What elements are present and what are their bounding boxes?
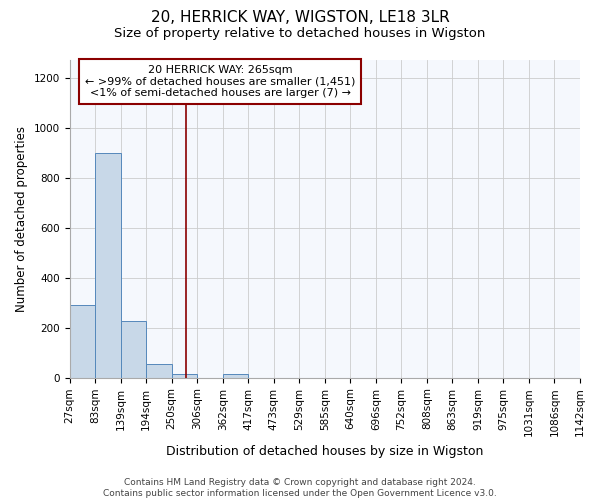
Text: Contains HM Land Registry data © Crown copyright and database right 2024.
Contai: Contains HM Land Registry data © Crown c… [103,478,497,498]
Y-axis label: Number of detached properties: Number of detached properties [15,126,28,312]
Bar [223,374,248,378]
X-axis label: Distribution of detached houses by size in Wigston: Distribution of detached houses by size … [166,444,484,458]
Bar [121,322,146,378]
Text: Size of property relative to detached houses in Wigston: Size of property relative to detached ho… [115,28,485,40]
Bar [172,374,197,378]
Bar [95,152,121,378]
Text: 20, HERRICK WAY, WIGSTON, LE18 3LR: 20, HERRICK WAY, WIGSTON, LE18 3LR [151,10,449,25]
Bar [146,364,172,378]
Bar [70,305,95,378]
Text: 20 HERRICK WAY: 265sqm
← >99% of detached houses are smaller (1,451)
<1% of semi: 20 HERRICK WAY: 265sqm ← >99% of detache… [85,65,355,98]
